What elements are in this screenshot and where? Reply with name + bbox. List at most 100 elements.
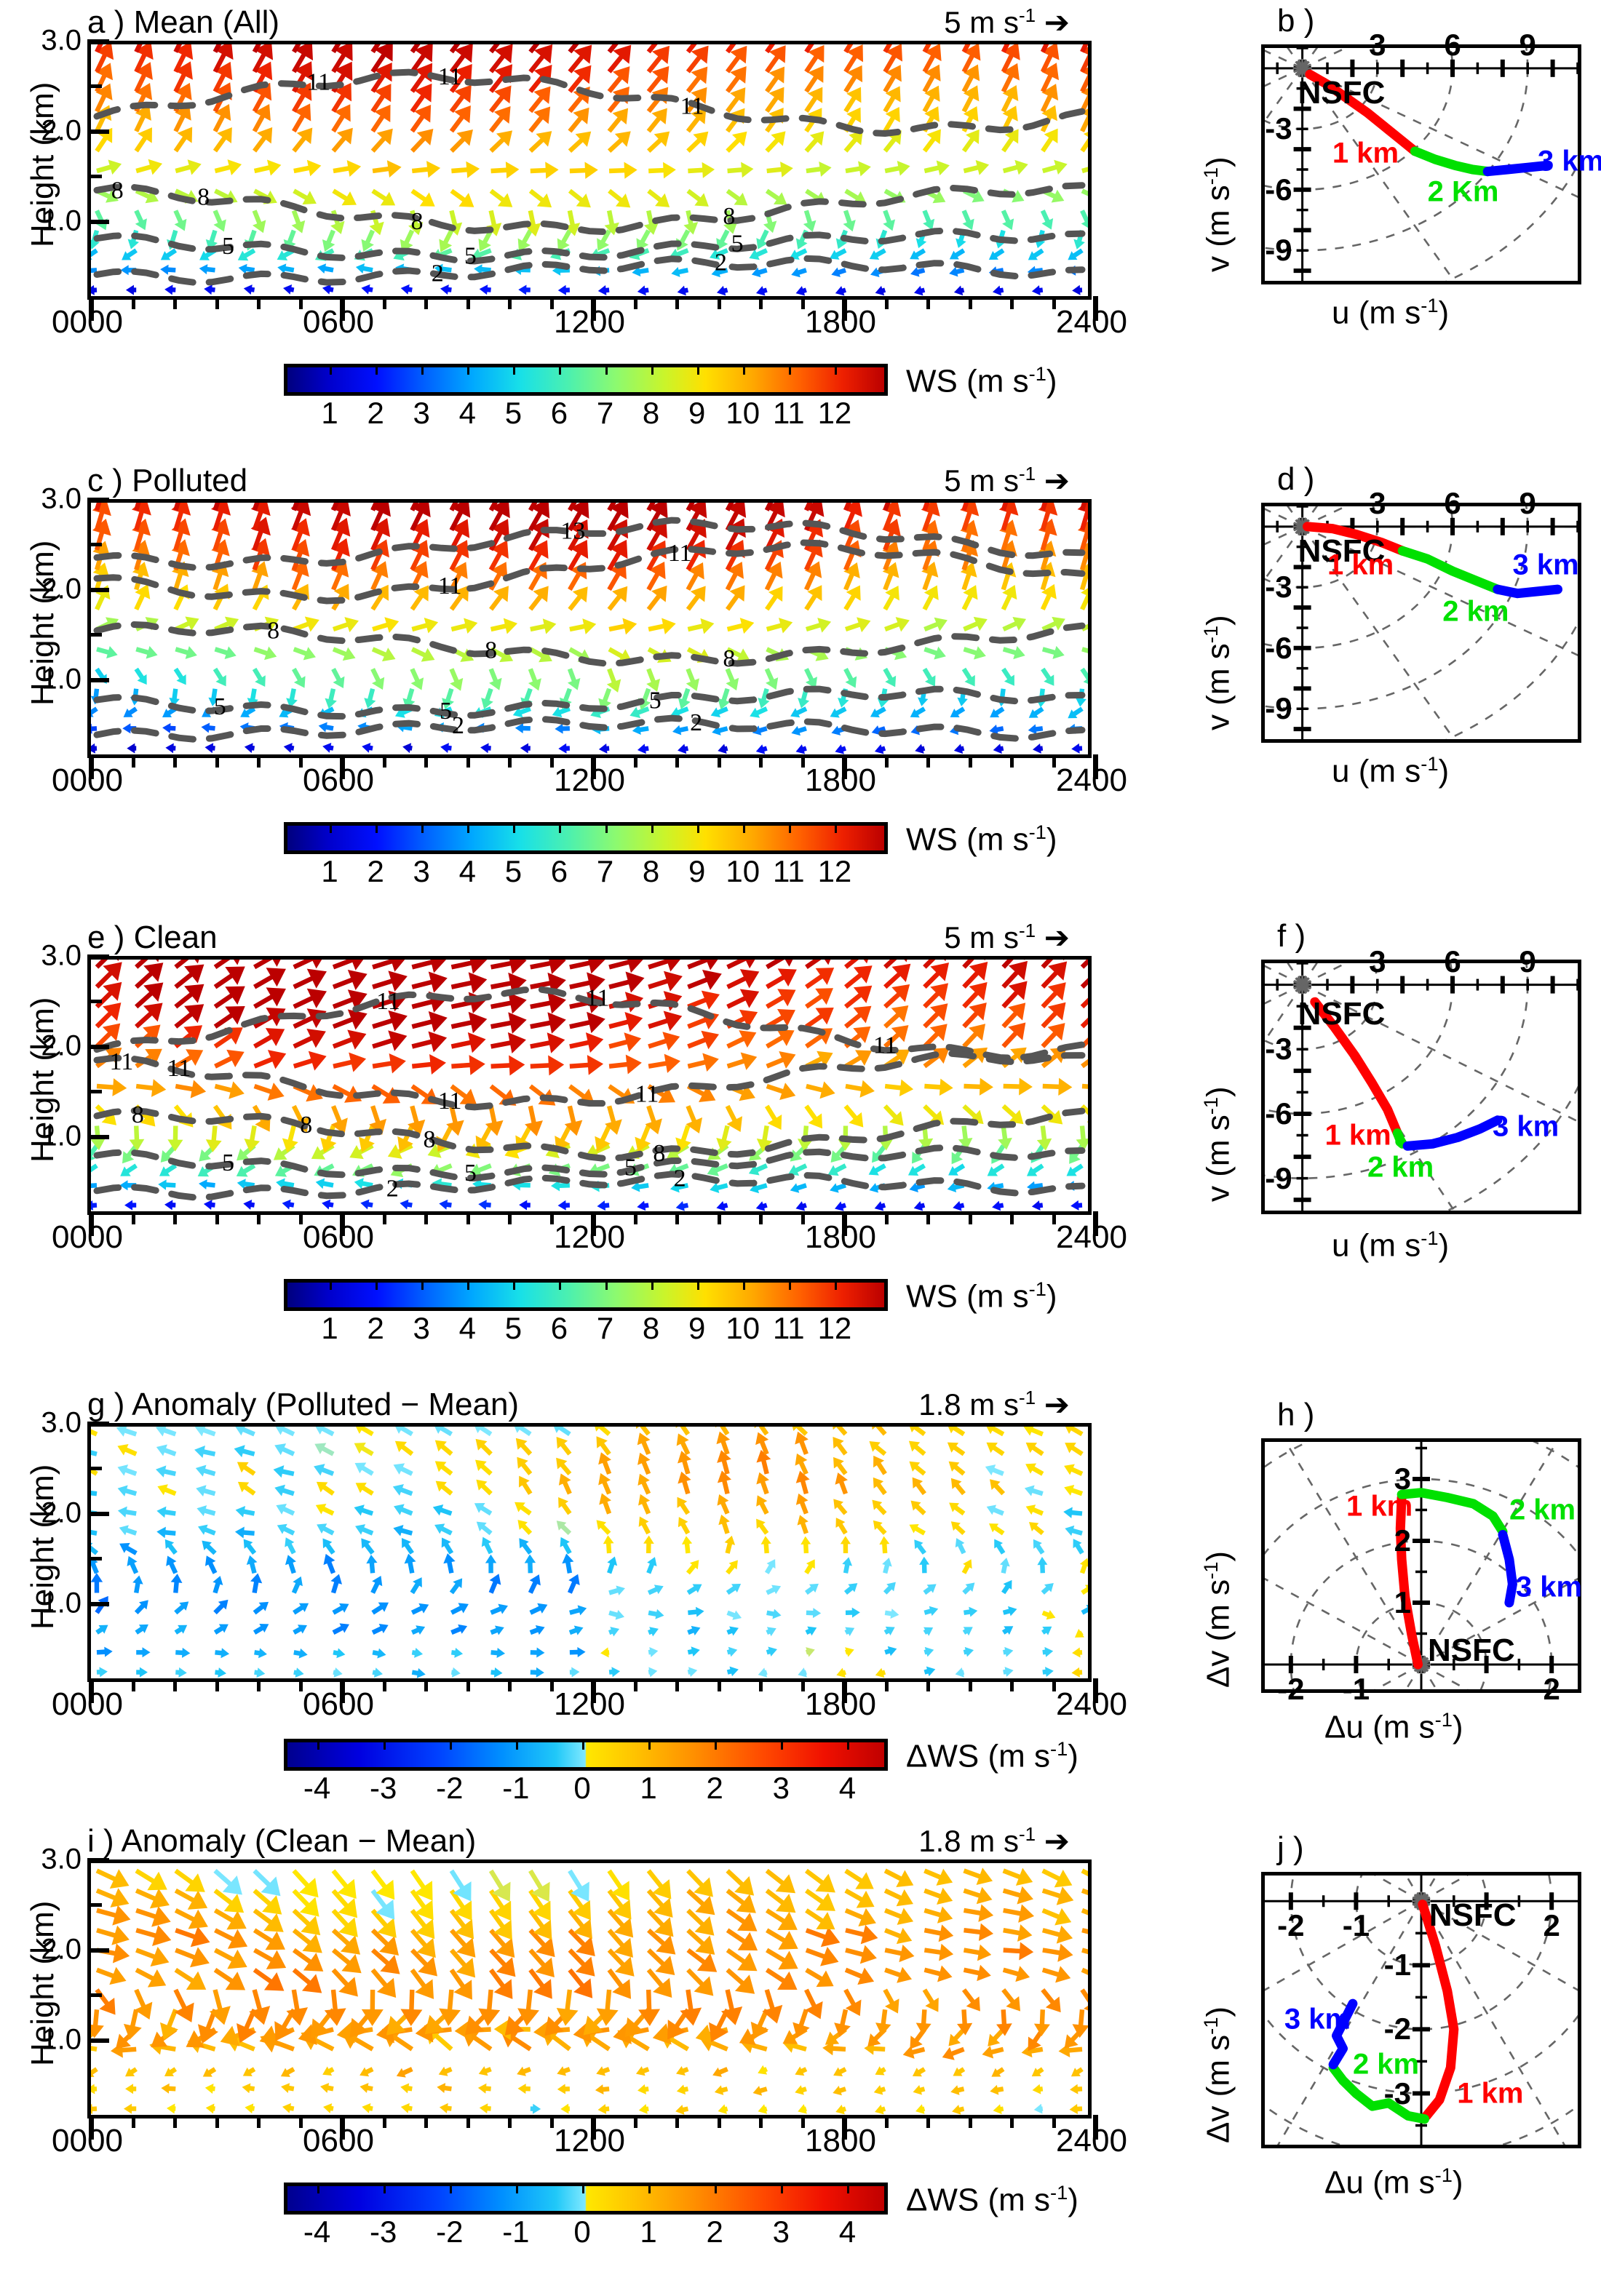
- wind-vector-arrow: [132, 1575, 143, 1594]
- panel-e-title: e ) Clean: [87, 920, 218, 955]
- wind-vector-arrow: [726, 1584, 742, 1595]
- wind-vector-arrow: [678, 1517, 691, 1535]
- wind-vector-arrow: [315, 1178, 334, 1189]
- wind-vector-arrow: [568, 44, 592, 73]
- wind-vector-arrow: [923, 1943, 954, 1961]
- colorbar-tick-label: 4: [458, 396, 476, 430]
- wind-vector-arrow: [160, 248, 178, 260]
- hodograph-text-label: 3 km: [1284, 2003, 1351, 2036]
- x-axis-tick: [549, 2115, 554, 2128]
- colorbar-tick: [847, 2186, 850, 2193]
- wind-vector-arrow: [410, 1869, 433, 1901]
- wind-vector-arrow: [1081, 1078, 1112, 1096]
- wind-vector-arrow: [552, 706, 571, 718]
- x-axis-tick: [1052, 1211, 1056, 1224]
- wind-vector-arrow: [489, 85, 512, 113]
- wind-vector-arrow: [515, 1438, 533, 1456]
- wind-vector-arrow: [950, 2085, 965, 2095]
- wind-vector-arrow: [1002, 616, 1027, 631]
- wind-vector-arrow: [758, 2065, 768, 2075]
- wind-vector-arrow: [1042, 1943, 1073, 1962]
- colorbar-tick: [330, 826, 333, 833]
- wind-vector-arrow: [135, 962, 164, 989]
- wind-vector-arrow: [670, 706, 689, 718]
- du-label-sup: -1: [1434, 2164, 1453, 2186]
- colorbar-tick: [605, 826, 608, 833]
- colorbar-dws-title-g: ΔWS (m s-1): [906, 1737, 1078, 1775]
- wind-vector-arrow: [884, 161, 910, 176]
- x-axis-tick: [884, 754, 889, 768]
- wind-vector-arrow: [164, 284, 176, 295]
- wind-vector-arrow: [410, 647, 435, 662]
- wind-vector-arrow: [489, 586, 509, 611]
- wind-vector-arrow: [764, 668, 779, 690]
- wind-vector-arrow: [638, 1516, 651, 1535]
- wind-vector-arrow: [795, 286, 807, 296]
- wind-vector-arrow: [354, 1462, 374, 1476]
- colorbar-tick: [376, 367, 378, 375]
- ref-arrow-icon: ➔: [1044, 1387, 1070, 1422]
- ws-contour-line: [93, 685, 1086, 720]
- panel-i-reference-vector: 1.8 m s-1 ➔: [918, 1823, 1070, 1859]
- wind-vector-arrow: [485, 1554, 497, 1574]
- xtick-label-1800: 1800: [805, 304, 876, 340]
- wind-vector-arrow: [159, 1163, 178, 1176]
- panel-c-plot-area: 13 11 11 8 8 8 5 5 5 2 2: [84, 476, 1105, 779]
- wind-vector-arrow: [489, 1929, 515, 1958]
- wind-vector-arrow: [1001, 585, 1017, 611]
- contour-label: 5: [624, 1155, 637, 1181]
- hodograph-ticks: [1288, 1446, 1554, 1673]
- colorbar-tick-label: 12: [817, 854, 852, 888]
- wind-vector-arrow: [1071, 1667, 1083, 1678]
- contour-label: 5: [440, 698, 452, 725]
- wind-vector-arrow: [95, 1002, 122, 1029]
- x-axis-tick: [466, 1211, 470, 1224]
- wind-vector-arrow: [254, 1648, 267, 1659]
- wind-vector-arrow: [883, 1104, 904, 1126]
- x-axis-tick: [1010, 2115, 1014, 2128]
- wind-vector-arrow: [912, 2067, 926, 2077]
- wind-vector-arrow: [766, 1585, 782, 1595]
- wind-vector-arrow: [557, 1200, 571, 1211]
- wind-vector-arrow: [629, 706, 650, 719]
- dv-label-close: ): [1200, 1550, 1236, 1562]
- x-axis-tick: [717, 1211, 721, 1224]
- wind-vector-arrow: [805, 1007, 834, 1029]
- wind-vector-arrow: [1041, 982, 1066, 1009]
- wind-vector-arrow: [292, 667, 306, 688]
- wind-vector-arrow: [1041, 1610, 1056, 1620]
- wind-vector-arrow: [86, 284, 98, 295]
- wind-vector-arrow: [332, 647, 356, 661]
- hodograph-text-label: 2 km: [1367, 1151, 1434, 1184]
- colorbar-tick-label: 5: [504, 1311, 523, 1345]
- hodograph-axes: [1265, 48, 1578, 281]
- wind-vector-arrow: [410, 1908, 435, 1940]
- wind-vector-arrow: [450, 188, 474, 207]
- hodograph-text-label: 3: [1369, 27, 1386, 62]
- wind-vector-arrow: [1001, 1626, 1014, 1635]
- x-axis-tick: [717, 2115, 721, 2128]
- wind-vector-arrow: [961, 129, 980, 153]
- wind-vector-arrow: [1074, 1628, 1085, 1638]
- colorbar-tick-label: 2: [367, 1311, 384, 1345]
- wind-vector-arrow: [1081, 645, 1105, 660]
- x-axis-tick: [1010, 296, 1014, 309]
- wind-vector-arrow: [686, 1889, 715, 1916]
- wind-vector-arrow: [160, 1144, 178, 1163]
- wind-vector-arrow: [648, 1647, 659, 1657]
- wind-vector-arrow: [370, 104, 391, 133]
- x-axis-tick: [926, 754, 930, 768]
- wind-vector-arrow: [276, 1178, 295, 1189]
- wind-vector-arrow: [1063, 1507, 1083, 1518]
- wind-vector-arrow: [833, 2085, 846, 2096]
- wind-vector-arrow: [557, 284, 571, 295]
- panel-h-plot-area: -2 -1 2 3 2 1 NSFC 1 km 2 km 3 km: [1261, 1438, 1582, 1706]
- wind-vector-arrow: [834, 2009, 851, 2038]
- wind-vector-arrow: [607, 1556, 618, 1574]
- wind-vector-arrow: [478, 2066, 492, 2076]
- wind-vector-arrow: [568, 1869, 589, 1902]
- wind-vector-arrow: [293, 1051, 327, 1071]
- hodograph-text-label: NSFC: [1298, 533, 1386, 569]
- wind-vector-arrow: [410, 1948, 437, 1977]
- colorbar-tick: [788, 1283, 791, 1290]
